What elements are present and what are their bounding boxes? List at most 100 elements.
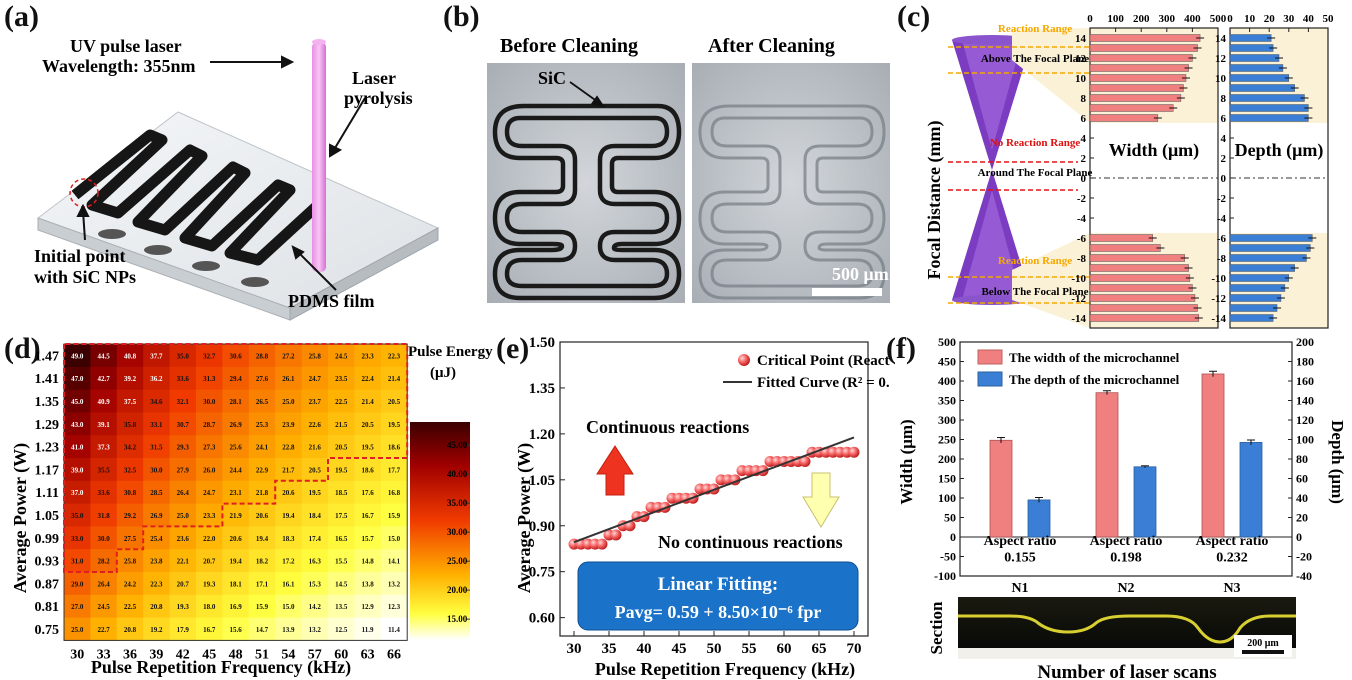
f-ytick: 400: [938, 374, 956, 388]
d-cell: [143, 435, 171, 459]
d-ytick: 1.35: [35, 395, 60, 410]
d-cell-label: 31.5: [150, 444, 163, 452]
d-cell: [354, 458, 382, 482]
d-cell-label: 16.7: [203, 626, 216, 634]
d-cell-label: 21.6: [309, 444, 322, 452]
c-below-plane: Below The Focal Plane: [981, 286, 1088, 298]
d-cell-label: 15.5: [335, 558, 348, 566]
e-ytick: 1.50: [529, 335, 555, 351]
d-cell-label: 30.6: [229, 352, 242, 360]
c-depth-xtick: 10: [1244, 13, 1256, 25]
d-cell: [354, 594, 382, 619]
d-cell: [380, 480, 408, 505]
d-cell-label: 26.5: [256, 398, 269, 406]
d-cell: [301, 594, 329, 619]
d-cell-label: 17.1: [256, 580, 269, 588]
f-ytick-right: 20: [1296, 511, 1308, 525]
d-cell: [301, 344, 329, 368]
d-cell-label: 14.2: [309, 603, 322, 611]
d-cell-label: 37.5: [124, 398, 137, 406]
d-cell-label: 20.5: [388, 398, 401, 406]
c-width-ytick: -10: [1071, 273, 1086, 285]
d-cell: [64, 526, 91, 550]
c-width-bar-bottom: [1089, 254, 1185, 262]
d-cell-label: 34.6: [150, 398, 163, 406]
c-width-ytick: 12: [1075, 53, 1087, 65]
d-cell: [275, 389, 303, 413]
d-cell: [328, 366, 355, 391]
d-cell: [90, 344, 118, 368]
d-cell: [328, 572, 355, 596]
f-bar-width: [1095, 392, 1119, 538]
f-bar-depth: [1133, 466, 1157, 538]
d-cell-label: 23.5: [335, 375, 348, 383]
d-cell: [275, 572, 303, 596]
d-cell: [196, 435, 223, 459]
panel-label-f: (f): [886, 332, 916, 365]
c-width-bar-bottom: [1089, 314, 1200, 322]
c-depth-bar-bottom: [1229, 264, 1295, 272]
panel-a-schematic: UV pulse laser Wavelength: 355nm Laser p…: [34, 36, 440, 321]
d-cell: [64, 572, 91, 596]
d-cell: [354, 617, 382, 641]
d-cell-label: 18.6: [388, 444, 401, 452]
c-width-bar-top: [1089, 114, 1159, 122]
f-ytick: 200: [938, 452, 956, 466]
d-cell: [301, 412, 329, 436]
c-width-ytick: 6: [1081, 113, 1087, 125]
d-cell: [248, 435, 276, 459]
e-xtick: 30: [567, 641, 582, 657]
d-cell-label: 33.6: [177, 375, 190, 383]
d-xtick: 30: [70, 647, 84, 662]
f-ytick: 250: [938, 433, 956, 447]
d-cell: [328, 458, 355, 482]
d-cell-label: 26.9: [229, 421, 242, 429]
d-cell-label: 19.5: [309, 489, 322, 497]
c-width-ytick: 4: [1081, 133, 1087, 145]
d-cell-label: 20.5: [361, 421, 374, 429]
panel-label-b: (b): [443, 0, 480, 33]
d-cell-label: 25.8: [124, 558, 137, 566]
d-cell: [143, 458, 171, 482]
e-legend-points: Critical Point (Reaction): [757, 353, 890, 369]
d-cell-label: 16.7: [361, 512, 374, 520]
d-cell-label: 28.7: [203, 421, 216, 429]
d-cell-label: 35.8: [124, 421, 137, 429]
d-cell-label: 26.4: [177, 489, 190, 497]
d-cell: [169, 480, 197, 505]
d-ytick: 0.75: [35, 623, 60, 638]
d-cell-label: 19.3: [177, 603, 190, 611]
d-cell: [169, 389, 197, 413]
d-cell-label: 18.6: [361, 466, 374, 474]
c-width-ytick: -12: [1071, 293, 1086, 305]
c-depth-plot: 0 10 20 30 40 5014121086420-2-4-6-8-10-12-14D…: [1211, 13, 1334, 329]
d-cell-label: 33.6: [97, 489, 110, 497]
e-ytick: 1.20: [529, 427, 555, 443]
d-cell-label: 15.0: [282, 603, 295, 611]
e-ylabel: Average Power (W): [514, 443, 535, 593]
annotation-arrows: [76, 55, 366, 291]
d-cell-label: 16.3: [309, 558, 322, 566]
d-cell: [143, 549, 171, 573]
d-cell-label: 30.0: [203, 398, 216, 406]
c-width-xtick: 200: [1133, 13, 1150, 25]
d-cell: [275, 480, 303, 505]
d-cell-label: 22.1: [177, 558, 190, 566]
f-ytick: -50: [940, 550, 956, 564]
c-depth-bar-bottom: [1229, 234, 1313, 242]
d-cell-label: 16.8: [388, 489, 401, 497]
sic-label: SiC: [538, 68, 566, 88]
d-cell-label: 25.8: [309, 352, 322, 360]
e-box-line2: Pavg= 0.59 + 8.50×10⁻⁶ fpr: [615, 602, 822, 622]
e-xtick: 35: [602, 641, 617, 657]
d-cell: [248, 503, 276, 527]
c-width-ytick: 10: [1075, 73, 1087, 85]
d-cell: [301, 366, 329, 391]
d-cell: [143, 617, 171, 641]
d-ytick: 1.23: [35, 441, 60, 456]
d-cell-label: 25.6: [229, 444, 242, 452]
c-depth-ytick: -10: [1211, 273, 1226, 285]
f-aspect-label: Aspect ratio: [984, 534, 1057, 549]
d-cell: [248, 572, 276, 596]
c-width-bar-bottom: [1089, 234, 1153, 242]
